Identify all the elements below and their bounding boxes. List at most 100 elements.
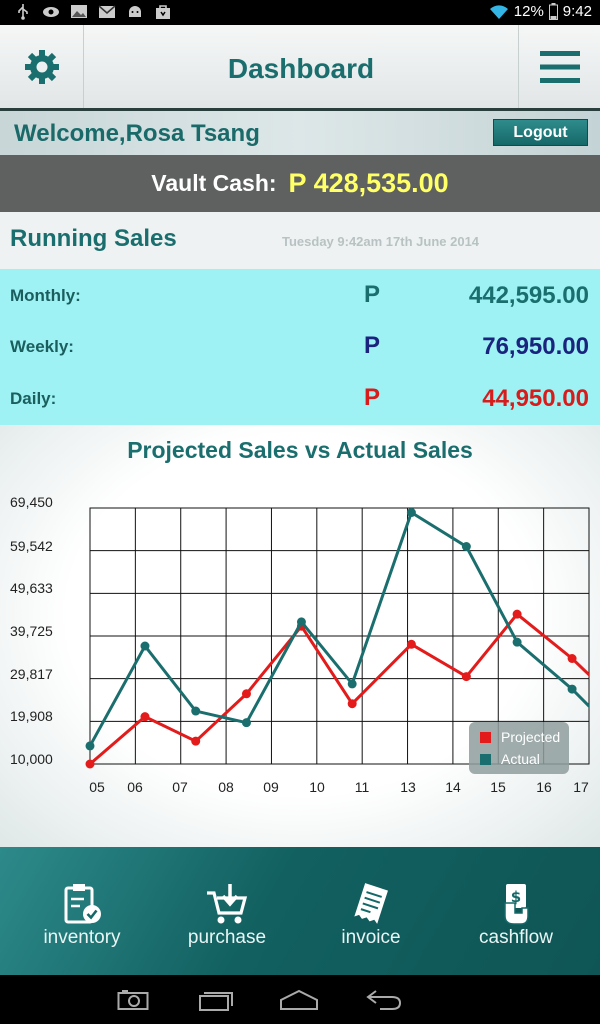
data-point-projected	[461, 672, 471, 682]
cart-download-icon	[207, 884, 248, 924]
data-point-actual	[567, 684, 577, 694]
usb-icon	[14, 3, 32, 20]
legend-box	[469, 722, 569, 774]
sales-row-weekly: Weekly: P 76,950.00	[0, 320, 600, 372]
nav-label: invoice	[341, 927, 401, 948]
svg-text:$: $	[511, 888, 521, 906]
x-tick-label: 17	[573, 779, 589, 795]
battery-percent: 12%	[513, 3, 544, 20]
battery-icon	[548, 3, 558, 20]
data-point-projected	[140, 712, 150, 722]
x-tick-label: 07	[172, 779, 188, 795]
sales-value: 76,950.00	[482, 333, 589, 360]
y-tick-label: 29,817	[10, 666, 53, 682]
image-icon	[70, 3, 88, 20]
x-tick-label: 15	[490, 779, 506, 795]
sales-chart: Projected Sales vs Actual Sales 69,450 59…	[0, 425, 600, 847]
mail-icon	[98, 3, 116, 20]
data-point-projected	[191, 736, 201, 746]
data-point-actual	[241, 718, 251, 728]
chart-title: Projected Sales vs Actual Sales	[127, 437, 473, 463]
x-tick-label: 10	[309, 779, 325, 795]
nav-label: inventory	[43, 927, 121, 948]
data-point-actual	[296, 617, 306, 627]
x-tick-label: 08	[218, 779, 234, 795]
sales-row-daily: Daily: P 44,950.00	[0, 372, 600, 424]
status-indicators: 12% 9:42	[489, 3, 592, 20]
recent-apps-icon[interactable]	[199, 989, 235, 1011]
nav-label: purchase	[187, 927, 267, 948]
currency-symbol: P	[364, 384, 381, 411]
bag-icon	[154, 3, 172, 20]
x-tick-label: 09	[263, 779, 279, 795]
y-tick-label: 10,000	[10, 751, 53, 767]
sales-summary: Monthly: P 442,595.00 Weekly: P 76,950.0…	[0, 269, 600, 425]
sales-label: Monthly:	[10, 286, 81, 305]
nav-invoice[interactable]: invoice	[296, 847, 446, 975]
page-title: Dashboard	[227, 53, 375, 84]
welcome-text: Welcome,Rosa Tsang	[14, 120, 260, 147]
app-header: Dashboard	[0, 25, 600, 111]
y-tick-label: 19,908	[10, 708, 53, 724]
data-point-actual	[461, 542, 471, 552]
legend-swatch	[480, 732, 491, 743]
running-sales-title: Running Sales	[10, 225, 177, 252]
home-icon[interactable]	[280, 989, 318, 1011]
nav-cashflow[interactable]: $ cashflow	[441, 847, 591, 975]
x-tick-label: 14	[445, 779, 461, 795]
gear-icon	[24, 49, 59, 84]
data-point-actual	[85, 741, 95, 751]
y-tick-label: 49,633	[10, 580, 53, 596]
data-point-actual	[140, 641, 150, 651]
bottom-nav: inventory purchase invoice $ cash	[0, 847, 600, 975]
back-icon[interactable]	[366, 989, 402, 1011]
vault-cash-value: P 428,535.00	[288, 168, 449, 198]
nav-inventory[interactable]: inventory	[7, 847, 157, 975]
menu-button[interactable]	[518, 25, 600, 108]
vault-cash-label: Vault Cash:	[151, 170, 277, 196]
welcome-bar: Welcome,Rosa Tsang Logout	[0, 111, 600, 155]
currency-symbol: P	[364, 281, 381, 308]
wifi-icon	[489, 4, 508, 19]
x-tick-label: 05	[89, 779, 105, 795]
chart-canvas[interactable]: 69,450 59,542 49,633 39,725 29,817 19,908 10,0…	[0, 425, 600, 847]
clipboard-check-icon	[64, 884, 101, 924]
x-tick-label: 11	[355, 779, 370, 795]
data-point-projected	[512, 609, 522, 619]
data-point-projected	[567, 653, 577, 663]
clock: 9:42	[562, 3, 592, 20]
legend-swatch	[480, 754, 491, 765]
running-sales-header: Running Sales Tuesday 9:42am 17th June 2…	[0, 212, 600, 269]
sales-label: Daily:	[10, 389, 57, 408]
hand-money-icon: $	[504, 884, 529, 925]
notification-icons	[14, 3, 172, 20]
data-point-actual	[347, 679, 357, 689]
data-point-projected	[347, 699, 357, 709]
system-nav-bar	[0, 975, 600, 1024]
android-icon	[126, 3, 144, 20]
legend-label: Projected	[501, 729, 560, 745]
menu-icon	[539, 50, 580, 83]
nav-label: cashflow	[479, 927, 553, 948]
x-tick-label: 16	[536, 779, 552, 795]
eye-icon	[42, 3, 60, 20]
y-tick-label: 59,542	[10, 538, 53, 554]
data-point-projected	[241, 689, 251, 699]
nav-purchase[interactable]: purchase	[152, 847, 302, 975]
receipt-icon	[354, 883, 388, 924]
sales-value: 442,595.00	[468, 282, 589, 309]
camera-icon[interactable]	[117, 989, 149, 1011]
settings-button[interactable]	[0, 25, 84, 108]
data-point-projected	[406, 639, 416, 649]
series-line-actual	[88, 510, 589, 747]
data-point-actual	[406, 508, 416, 518]
currency-symbol: P	[364, 332, 381, 359]
sales-value: 44,950.00	[482, 385, 589, 412]
status-bar: 12% 9:42	[0, 0, 600, 25]
data-point-projected	[85, 759, 95, 769]
x-tick-label: 13	[400, 779, 416, 795]
logout-button[interactable]: Logout	[493, 119, 588, 146]
y-tick-label: 39,725	[10, 623, 53, 639]
running-sales-date: Tuesday 9:42am 17th June 2014	[282, 234, 480, 249]
data-point-actual	[191, 706, 201, 716]
